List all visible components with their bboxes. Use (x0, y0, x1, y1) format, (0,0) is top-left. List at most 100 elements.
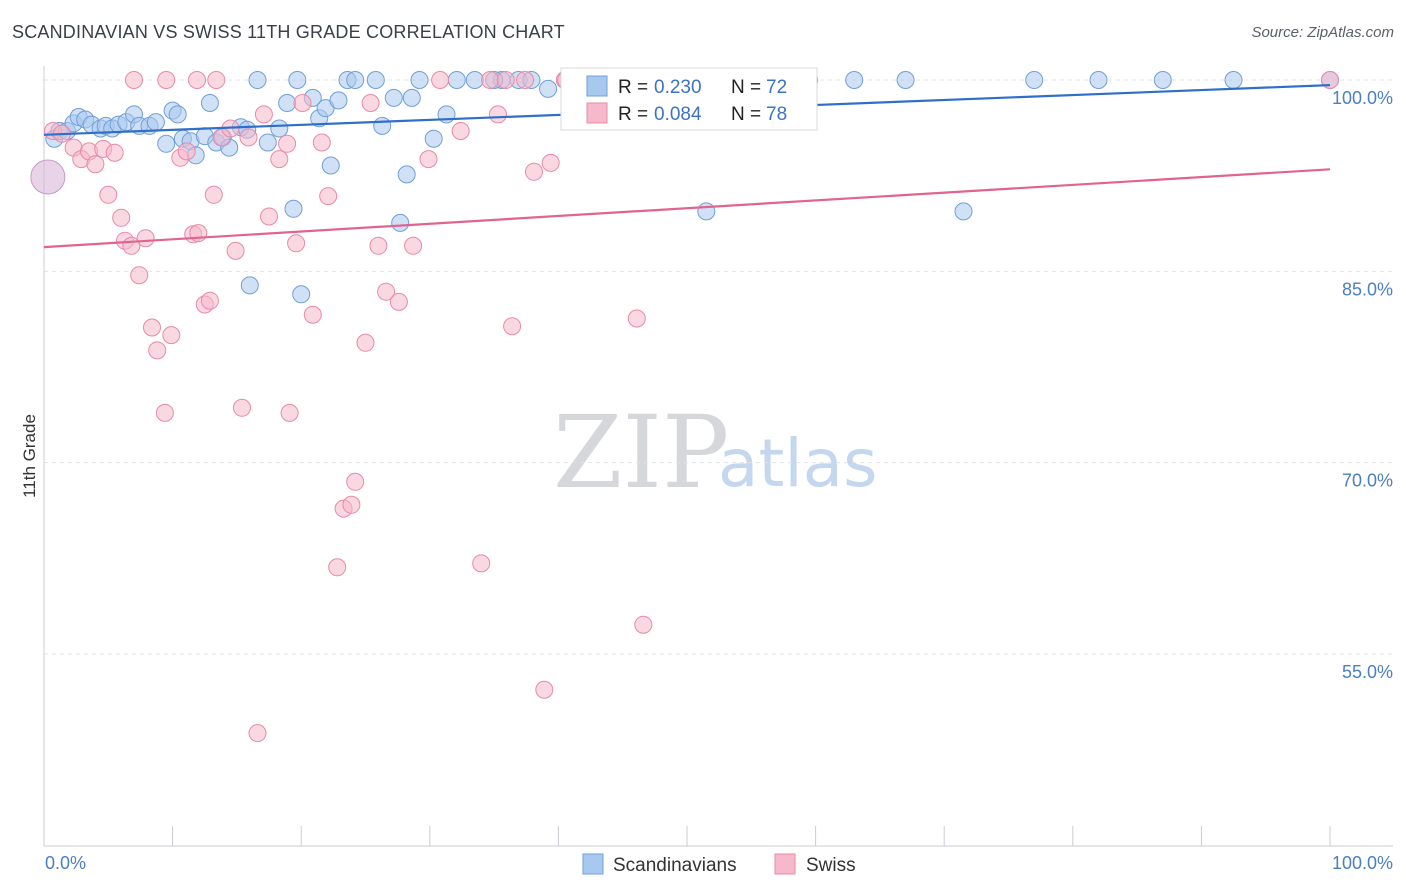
data-point-swiss (130, 266, 149, 285)
chart-title: SCANDINAVIAN VS SWISS 11TH GRADE CORRELA… (12, 22, 565, 42)
data-point-swiss (162, 326, 181, 345)
legend-r-label-scandinavians: R = (618, 77, 648, 98)
data-point-scandinavians (954, 202, 973, 221)
data-point-swiss (233, 398, 251, 417)
y-tick-label: 55.0% (1342, 662, 1393, 682)
data-point-swiss (148, 341, 167, 360)
data-point-swiss (226, 241, 245, 260)
data-point-scandinavians (465, 71, 484, 89)
data-point-swiss (136, 229, 155, 248)
data-point-swiss (431, 71, 450, 89)
watermark: ZIP atlas (553, 394, 878, 511)
data-point-scandinavians (278, 94, 297, 112)
y-tick-label: 100.0% (1332, 88, 1393, 108)
legend-swatch-swiss (586, 102, 608, 124)
data-point-swiss (303, 305, 322, 324)
data-point-swiss (342, 495, 361, 514)
data-point-swiss (287, 234, 306, 253)
x-tick-label-min: 0.0% (45, 853, 86, 873)
data-point-swiss (627, 309, 646, 328)
legend-n-value-swiss: 78 (766, 104, 787, 125)
data-point-swiss (177, 142, 196, 161)
data-point-scandinavians (321, 156, 340, 175)
data-point-scandinavians (447, 71, 466, 89)
x-tick-label-max: 100.0% (1332, 853, 1393, 873)
data-point-swiss (254, 105, 273, 124)
data-point-swiss (239, 128, 258, 147)
data-point-scandinavians (373, 116, 392, 135)
data-point-swiss (319, 187, 338, 206)
y-tick-labels: 100.0% 85.0% 70.0% 55.0% (1332, 88, 1393, 682)
data-point-swiss (634, 615, 653, 634)
data-point-swiss (143, 318, 161, 337)
data-point-swiss (503, 317, 522, 336)
data-point-scandinavians (410, 71, 429, 89)
legend-swatch-scandinavians (586, 75, 608, 97)
data-point-swiss (248, 724, 267, 743)
data-point-swiss (125, 71, 143, 89)
bottom-legend-label-scandinavians: Scandinavians (613, 855, 737, 876)
data-point-swiss (346, 472, 365, 491)
data-point-swiss (369, 236, 388, 255)
data-point-swiss (312, 133, 331, 152)
data-point-scandinavians (288, 71, 307, 89)
data-point-swiss (280, 403, 299, 422)
data-point-scandinavians (384, 88, 403, 107)
data-point-swiss (260, 207, 278, 226)
data-point-scandinavians (896, 71, 915, 89)
data-point-scandinavians (391, 213, 410, 232)
data-point-swiss (472, 554, 491, 573)
axes (43, 66, 1393, 847)
data-point-cluster (30, 159, 66, 195)
data-point-swiss (328, 558, 347, 577)
data-point-scandinavians (270, 119, 289, 138)
data-point-swiss (86, 155, 105, 174)
data-point-swiss (157, 71, 176, 89)
data-point-swiss (389, 292, 408, 311)
legend-r-value-swiss: 0.084 (654, 104, 702, 125)
bottom-legend: Scandinavians Swiss (582, 853, 856, 876)
data-point-swiss (419, 150, 438, 169)
data-point-swiss (105, 143, 124, 162)
data-point-scandinavians (258, 133, 277, 152)
data-point-scandinavians (1153, 71, 1172, 89)
data-point-swiss (496, 71, 515, 89)
data-point-scandinavians (157, 134, 176, 153)
data-point-swiss (516, 71, 534, 89)
y-tick-label: 85.0% (1342, 279, 1393, 299)
data-point-swiss (99, 185, 118, 204)
data-point-scandinavians (284, 199, 303, 218)
data-point-swiss (278, 134, 297, 153)
data-point-swiss (293, 94, 312, 112)
data-point-swiss (270, 150, 289, 169)
legend-n-label-swiss: N = (731, 104, 761, 125)
data-point-swiss (404, 236, 423, 255)
data-point-scandinavians (346, 71, 365, 89)
data-point-swiss (535, 680, 554, 699)
data-point-swiss (200, 291, 219, 310)
watermark-atlas: atlas (718, 425, 878, 502)
data-point-scandinavians (240, 276, 259, 295)
legend-r-value-scandinavians: 0.230 (654, 77, 702, 98)
legend-n-value-scandinavians: 72 (766, 77, 787, 98)
data-point-scandinavians (402, 88, 421, 107)
watermark-zip: ZIP (553, 394, 729, 511)
data-point-scandinavians (168, 105, 187, 124)
data-point-scandinavians (1089, 71, 1108, 89)
y-axis-label: 11th Grade (20, 414, 39, 498)
data-point-swiss (188, 71, 206, 89)
data-point-scandinavians (248, 71, 267, 89)
data-point-swiss (525, 162, 543, 181)
data-point-scandinavians (146, 113, 165, 132)
legend-n-label-scandinavians: N = (731, 77, 761, 98)
data-point-scandinavians (697, 202, 716, 221)
bottom-legend-swatch-swiss (774, 853, 796, 875)
data-point-swiss (451, 122, 470, 140)
legend-r-label-swiss: R = (618, 104, 648, 125)
data-point-scandinavians (292, 285, 311, 304)
data-point-swiss (541, 153, 560, 172)
gridlines (44, 79, 1393, 655)
trend-line-swiss (43, 168, 1331, 249)
data-point-scandinavians (424, 129, 443, 148)
